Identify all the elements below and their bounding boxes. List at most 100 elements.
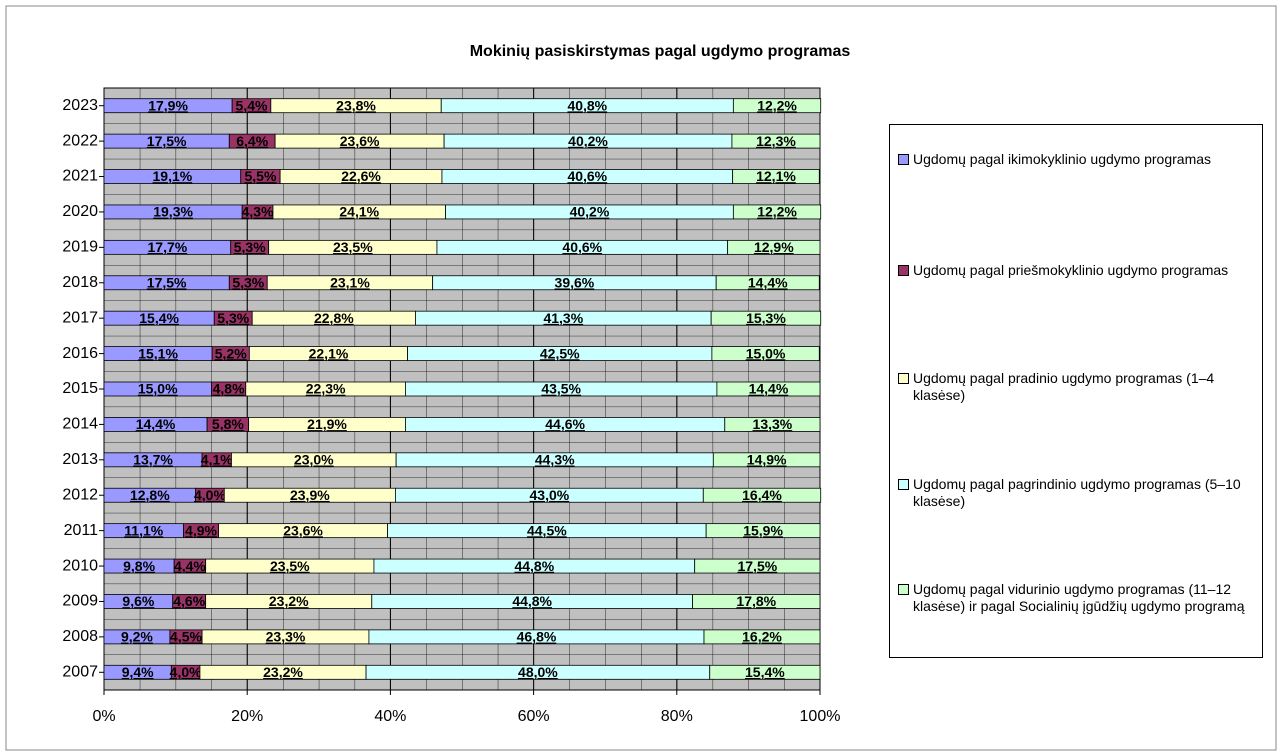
data-label: 5,2% <box>215 345 247 361</box>
y-tick-label: 2018 <box>62 274 98 291</box>
data-label: 42,5% <box>540 345 580 361</box>
data-label: 23,2% <box>269 593 309 609</box>
legend-label: Ugdomų pagal ikimokyklinio ugdymo progra… <box>913 151 1212 167</box>
data-label: 12,2% <box>757 97 797 113</box>
data-label: 44,3% <box>535 452 575 468</box>
data-label: 23,0% <box>294 452 334 468</box>
data-label: 4,0% <box>194 487 226 503</box>
data-label: 44,6% <box>545 416 585 432</box>
x-tick-label: 40% <box>374 708 406 725</box>
data-label: 4,5% <box>170 629 202 645</box>
x-tick-label: 60% <box>518 708 550 725</box>
legend-swatch <box>898 584 909 595</box>
data-label: 14,4% <box>748 274 788 290</box>
data-label: 40,6% <box>562 239 602 255</box>
y-tick-label: 2015 <box>62 380 98 397</box>
data-label: 41,3% <box>543 310 583 326</box>
y-tick-label: 2013 <box>62 451 98 468</box>
data-label: 43,0% <box>530 487 570 503</box>
data-label: 16,4% <box>742 487 782 503</box>
y-tick-label: 2020 <box>62 203 98 220</box>
bar-segment <box>703 629 821 645</box>
legend: Ugdomų pagal ikimokyklinio ugdymo progra… <box>889 124 1263 658</box>
bar-segment <box>727 239 821 255</box>
data-label: 9,2% <box>121 629 153 645</box>
data-label: 11,1% <box>124 522 163 538</box>
data-label: 22,6% <box>341 168 381 184</box>
data-label: 13,7% <box>133 452 173 468</box>
data-label: 17,5% <box>737 558 777 574</box>
data-label: 5,3% <box>232 274 264 290</box>
legend-swatch <box>898 373 909 384</box>
bar-segment <box>732 98 822 114</box>
bar-segment <box>715 275 820 291</box>
bar-segment <box>711 346 820 361</box>
bar-segment <box>710 310 822 326</box>
data-label: 12,9% <box>754 239 794 255</box>
data-label: 15,0% <box>746 345 786 361</box>
x-tick-label: 0% <box>92 708 115 725</box>
data-label: 48,0% <box>518 664 558 680</box>
data-label: 14,4% <box>136 416 176 432</box>
y-tick-label: 2017 <box>62 309 98 326</box>
data-label: 23,9% <box>290 487 330 503</box>
y-tick-label: 2023 <box>62 97 98 114</box>
legend-label: Ugdomų pagal pradinio ugdymo programas (… <box>913 370 1215 403</box>
y-tick-label: 2016 <box>62 345 98 362</box>
data-label: 15,4% <box>745 664 785 680</box>
legend-swatch <box>898 479 909 490</box>
data-label: 23,3% <box>266 629 306 645</box>
data-label: 17,9% <box>148 97 188 113</box>
data-label: 40,2% <box>568 133 608 149</box>
y-tick-label: 2014 <box>62 416 98 433</box>
legend-label: Ugdomų pagal vidurinio ugdymo programas … <box>913 581 1245 614</box>
y-tick-label: 2012 <box>62 486 98 503</box>
bar-segment <box>732 204 822 220</box>
y-tick-label: 2008 <box>62 628 98 645</box>
data-label: 17,7% <box>148 239 188 255</box>
bar-segment <box>692 594 821 609</box>
data-label: 17,5% <box>147 133 187 149</box>
data-label: 23,6% <box>340 133 380 149</box>
legend-label: Ugdomų pagal pagrindinio ugdymo programa… <box>913 476 1241 509</box>
bar-segment <box>694 558 821 574</box>
data-label: 19,1% <box>153 168 193 184</box>
data-label: 39,6% <box>555 274 595 290</box>
data-label: 22,8% <box>314 310 354 326</box>
data-label: 12,1% <box>756 168 796 184</box>
data-label: 15,3% <box>746 310 786 326</box>
legend-swatch <box>898 265 909 276</box>
data-label: 23,5% <box>270 558 310 574</box>
data-label: 15,1% <box>138 345 178 361</box>
data-label: 19,3% <box>153 204 193 220</box>
data-label: 46,8% <box>517 629 557 645</box>
data-label: 24,1% <box>339 204 379 220</box>
x-tick-label: 100% <box>800 708 841 725</box>
bar-segment <box>716 381 821 397</box>
data-label: 40,8% <box>567 97 607 113</box>
data-label: 4,6% <box>173 593 205 609</box>
data-label: 5,3% <box>234 239 266 255</box>
bar-segment <box>702 487 822 503</box>
data-label: 14,9% <box>747 452 787 468</box>
data-label: 23,2% <box>263 664 303 680</box>
data-label: 15,0% <box>138 381 178 397</box>
y-tick-label: 2021 <box>62 168 98 185</box>
data-label: 4,4% <box>174 558 206 574</box>
data-label: 23,6% <box>283 522 323 538</box>
y-tick-label: 2009 <box>62 593 98 610</box>
data-label: 40,6% <box>567 168 607 184</box>
data-label: 9,6% <box>122 593 154 609</box>
data-label: 23,1% <box>330 274 370 290</box>
data-label: 5,3% <box>217 310 249 326</box>
data-label: 5,4% <box>236 97 268 113</box>
y-tick-label: 2011 <box>64 522 99 539</box>
data-label: 16,2% <box>742 629 782 645</box>
data-label: 12,3% <box>756 133 796 149</box>
data-label: 5,5% <box>244 168 276 184</box>
data-label: 9,4% <box>122 664 154 680</box>
data-label: 21,9% <box>307 416 347 432</box>
data-label: 4,1% <box>201 452 233 468</box>
data-label: 22,1% <box>309 345 349 361</box>
